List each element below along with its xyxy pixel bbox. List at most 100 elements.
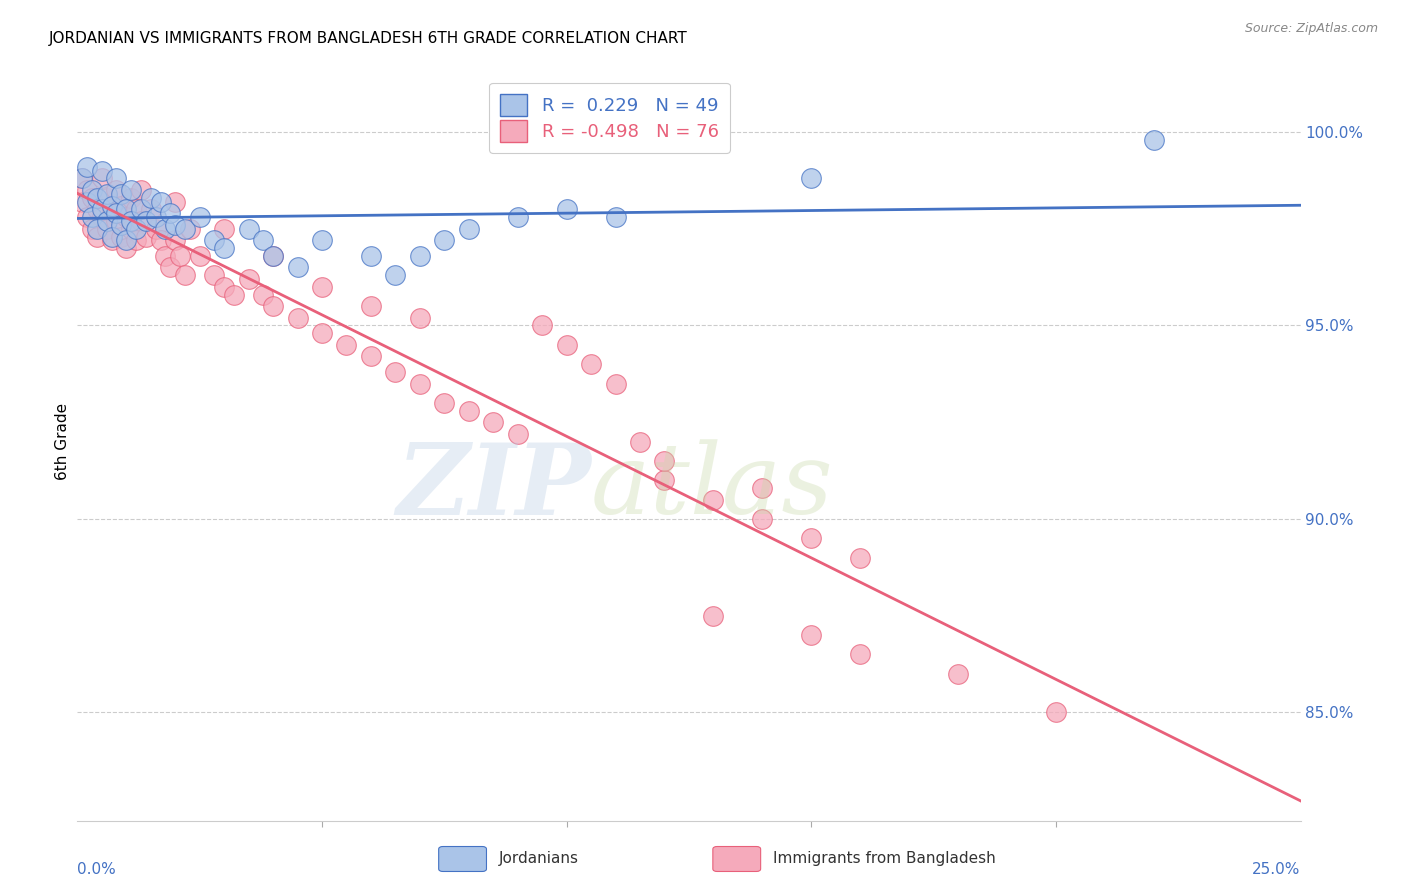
Point xyxy=(110,198,132,212)
Point xyxy=(252,287,274,301)
Point xyxy=(800,171,823,186)
Point xyxy=(433,396,456,410)
Point xyxy=(76,194,98,209)
Point xyxy=(86,221,108,235)
Point xyxy=(139,191,162,205)
Point xyxy=(849,648,872,662)
Point xyxy=(238,272,260,286)
Point xyxy=(86,229,108,244)
Point xyxy=(105,206,128,220)
Point xyxy=(262,249,284,263)
Point xyxy=(76,160,98,174)
Point xyxy=(86,202,108,217)
Point xyxy=(457,221,479,235)
Point xyxy=(135,229,157,244)
Point xyxy=(311,326,333,341)
Point xyxy=(96,214,118,228)
Point xyxy=(105,214,128,228)
Point xyxy=(212,280,235,294)
Point xyxy=(174,268,197,283)
Point xyxy=(100,202,122,217)
Point xyxy=(457,403,479,417)
Point xyxy=(96,186,118,201)
Point xyxy=(409,310,432,325)
Point xyxy=(125,202,148,217)
Point xyxy=(360,249,382,263)
Point xyxy=(579,357,602,371)
Point xyxy=(96,221,118,235)
Point xyxy=(70,171,93,186)
Point xyxy=(70,194,93,209)
Point xyxy=(135,214,157,228)
Point xyxy=(506,210,529,224)
Point xyxy=(555,202,578,217)
Point xyxy=(238,221,260,235)
Point xyxy=(1143,133,1166,147)
Point xyxy=(90,210,112,224)
Point xyxy=(80,183,103,197)
Point xyxy=(531,318,554,333)
Point xyxy=(70,171,93,186)
Point xyxy=(139,202,162,217)
Point xyxy=(849,550,872,565)
Legend: R =  0.229   N = 49, R = -0.498   N = 76: R = 0.229 N = 49, R = -0.498 N = 76 xyxy=(489,83,730,153)
Point xyxy=(174,221,197,235)
Point xyxy=(80,221,103,235)
Point xyxy=(115,210,138,224)
Point xyxy=(80,191,103,205)
Point xyxy=(605,376,627,391)
Point xyxy=(188,249,211,263)
Point xyxy=(654,473,676,487)
Point xyxy=(1045,706,1067,720)
Point xyxy=(165,233,187,247)
Point xyxy=(100,198,122,212)
Text: Jordanians: Jordanians xyxy=(499,851,579,865)
Point xyxy=(145,210,167,224)
Point xyxy=(702,608,724,623)
Point xyxy=(169,249,191,263)
Point xyxy=(751,481,773,495)
Point xyxy=(86,191,108,205)
Point xyxy=(120,183,142,197)
Point xyxy=(96,191,118,205)
Text: Source: ZipAtlas.com: Source: ZipAtlas.com xyxy=(1244,22,1378,36)
Point xyxy=(90,163,112,178)
Point xyxy=(105,183,128,197)
Point xyxy=(115,241,138,255)
Point xyxy=(110,218,132,232)
Point xyxy=(149,194,172,209)
Point xyxy=(751,512,773,526)
Point xyxy=(555,338,578,352)
Point xyxy=(628,434,651,449)
Point xyxy=(482,415,505,429)
Point xyxy=(165,218,187,232)
Text: 25.0%: 25.0% xyxy=(1253,863,1301,878)
Point xyxy=(433,233,456,247)
Point xyxy=(384,268,406,283)
Point xyxy=(946,666,969,681)
Point xyxy=(800,531,823,545)
Point xyxy=(311,233,333,247)
Point xyxy=(125,221,148,235)
Point xyxy=(262,299,284,313)
Point xyxy=(335,338,357,352)
Point xyxy=(145,221,167,235)
Point xyxy=(90,202,112,217)
Point xyxy=(222,287,245,301)
Point xyxy=(212,221,235,235)
Point xyxy=(110,229,132,244)
Point xyxy=(212,241,235,255)
Point xyxy=(702,492,724,507)
Text: ZIP: ZIP xyxy=(396,439,591,535)
Point xyxy=(262,249,284,263)
Point xyxy=(409,376,432,391)
Point xyxy=(311,280,333,294)
Point xyxy=(287,310,309,325)
Text: JORDANIAN VS IMMIGRANTS FROM BANGLADESH 6TH GRADE CORRELATION CHART: JORDANIAN VS IMMIGRANTS FROM BANGLADESH … xyxy=(49,31,688,46)
Point xyxy=(188,210,211,224)
Point xyxy=(605,210,627,224)
Point xyxy=(129,202,152,217)
Point xyxy=(159,206,181,220)
Point xyxy=(110,186,132,201)
Point xyxy=(100,229,122,244)
